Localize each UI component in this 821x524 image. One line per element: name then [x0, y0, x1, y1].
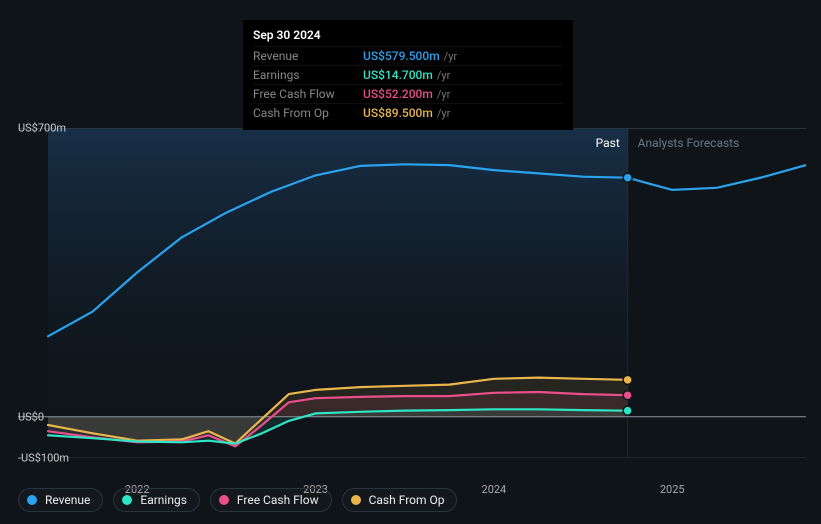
legend-label: Cash From Op — [369, 493, 445, 507]
tooltip-row: RevenueUS$579.500m/yr — [253, 46, 563, 65]
legend-label: Free Cash Flow — [237, 493, 319, 507]
legend-label: Revenue — [45, 493, 90, 507]
tooltip-row-unit: /yr — [437, 69, 450, 82]
legend-label: Earnings — [140, 493, 187, 507]
tooltip-row-value: US$89.500m — [363, 106, 433, 120]
x-axis-label: 2024 — [482, 483, 507, 496]
chart-tooltip: Sep 30 2024 RevenueUS$579.500m/yrEarning… — [243, 20, 573, 130]
tooltip-row: EarningsUS$14.700m/yr — [253, 65, 563, 84]
tooltip-row-value: US$14.700m — [363, 68, 433, 82]
tooltip-row-unit: /yr — [444, 50, 457, 63]
legend-item[interactable]: Revenue — [18, 488, 103, 512]
earnings-chart: US$700mUS$0-US$100m 2022202320242025 Pas… — [18, 128, 806, 474]
legend-item[interactable]: Earnings — [113, 488, 200, 512]
legend-item[interactable]: Cash From Op — [342, 488, 458, 512]
legend-dot-icon — [122, 495, 132, 505]
legend-dot-icon — [351, 495, 361, 505]
forecast-label: Analysts Forecasts — [638, 136, 740, 150]
legend-dot-icon — [27, 495, 37, 505]
tooltip-row-value: US$579.500m — [363, 49, 440, 63]
tooltip-row-label: Free Cash Flow — [253, 87, 363, 101]
legend-dot-icon — [219, 495, 229, 505]
tooltip-row-label: Earnings — [253, 68, 363, 82]
chart-legend: Revenue Earnings Free Cash Flow Cash From O… — [18, 488, 457, 512]
tooltip-row-label: Cash From Op — [253, 106, 363, 120]
x-axis-label: 2025 — [660, 483, 685, 496]
tooltip-row-label: Revenue — [253, 49, 363, 63]
chart-svg — [18, 128, 806, 458]
tooltip-row-unit: /yr — [437, 88, 450, 101]
y-axis-label: US$0 — [18, 410, 48, 423]
y-axis-label: -US$100m — [18, 452, 48, 465]
tooltip-row: Free Cash FlowUS$52.200m/yr — [253, 84, 563, 103]
tooltip-row: Cash From OpUS$89.500m/yr — [253, 103, 563, 122]
tooltip-row-unit: /yr — [437, 107, 450, 120]
tooltip-date: Sep 30 2024 — [253, 28, 563, 42]
y-axis-label: US$700m — [18, 122, 48, 135]
legend-item[interactable]: Free Cash Flow — [210, 488, 332, 512]
past-label: Past — [596, 136, 620, 150]
tooltip-row-value: US$52.200m — [363, 87, 433, 101]
